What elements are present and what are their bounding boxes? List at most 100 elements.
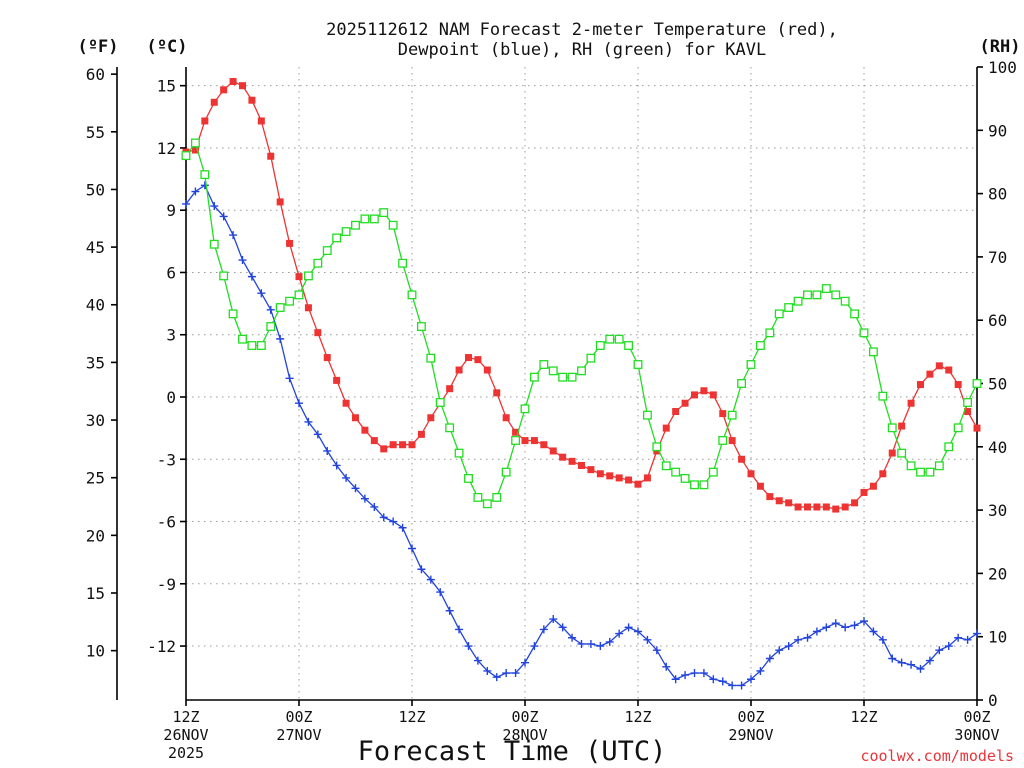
2-meter-temperature-point <box>719 410 727 418</box>
2-meter-temperature-point <box>879 470 887 478</box>
dewpoint-point <box>210 202 219 211</box>
dewpoint-point <box>426 575 435 584</box>
fahrenheit-tick-label: 60 <box>86 65 105 84</box>
rh-point <box>803 290 812 300</box>
dewpoint-point <box>605 637 614 646</box>
2-meter-temperature-point <box>493 389 501 397</box>
dewpoint-point <box>690 669 699 678</box>
rh-point <box>332 233 342 243</box>
2-meter-temperature-point <box>229 78 237 86</box>
time-tick-label: 27NOV <box>276 726 321 744</box>
2-meter-temperature-point <box>926 370 934 378</box>
rh-tick-label: 70 <box>988 248 1007 267</box>
rh-tick-label: 60 <box>988 311 1007 330</box>
dewpoint-point <box>238 256 247 265</box>
dewpoint-point <box>257 289 266 298</box>
2-meter-temperature-point <box>304 304 312 312</box>
2-meter-temperature-point <box>672 408 680 416</box>
rh-point <box>303 271 313 281</box>
2-meter-temperature-point <box>408 441 416 449</box>
dewpoint-point <box>530 642 539 651</box>
rh-point <box>256 341 266 350</box>
dewpoint-point <box>831 619 840 628</box>
fahrenheit-tick-label: 30 <box>86 411 105 430</box>
dewpoint-point <box>737 681 746 690</box>
dewpoint-point <box>266 305 275 314</box>
dewpoint-point <box>417 565 426 574</box>
rh-point <box>944 442 954 452</box>
2-meter-temperature-point <box>399 441 407 449</box>
2-meter-temperature-point <box>917 381 924 389</box>
dewpoint-point <box>229 231 238 240</box>
2-meter-temperature-point <box>314 329 322 337</box>
celsius-tick-label: 12 <box>157 139 176 158</box>
dewpoint-point <box>455 625 464 634</box>
celsius-tick-label: -6 <box>157 513 176 532</box>
2-meter-temperature-point <box>286 239 294 247</box>
dewpoint-point <box>765 654 774 663</box>
rh-series <box>181 138 982 509</box>
dewpoint-line <box>185 184 978 687</box>
time-tick-label: 2025 <box>168 744 204 762</box>
fahrenheit-tick-label: 25 <box>86 469 105 488</box>
2-meter-temperature-point <box>587 466 595 474</box>
2-meter-temperature-point <box>191 146 199 154</box>
fahrenheit-tick-label: 10 <box>86 642 105 661</box>
rh-point <box>605 334 615 344</box>
2-meter-temperature-point <box>709 391 717 399</box>
2-meter-temperature-point <box>370 437 378 445</box>
rh-point <box>247 341 257 350</box>
rh-point <box>464 473 473 483</box>
series-layer <box>181 78 982 690</box>
2-meter-temperature-point <box>446 385 454 393</box>
dewpoint-point <box>389 517 398 526</box>
2-meter-temperature-point <box>568 457 576 465</box>
2-meter-temperature-point <box>775 497 783 505</box>
rh-point <box>812 290 822 300</box>
2-meter-temperature-point <box>785 499 793 507</box>
2-meter-temperature-point <box>625 476 633 484</box>
dewpoint-point <box>747 675 755 684</box>
2-meter-temperature-point <box>530 437 538 445</box>
2-meter-temperature-line <box>185 80 978 510</box>
dewpoint-point <box>295 399 303 408</box>
dewpoint-point <box>408 544 416 553</box>
time-tick-label: 12Z <box>850 708 877 726</box>
celsius-tick-label: 9 <box>166 201 176 220</box>
dewpoint-point <box>907 660 916 669</box>
2-meter-temperature-point <box>606 472 614 480</box>
dewpoint-point <box>728 681 737 690</box>
dewpoint-point <box>681 671 690 680</box>
rh-point <box>426 353 436 363</box>
2-meter-temperature-point <box>267 152 275 160</box>
2-meter-temperature-point <box>201 117 209 125</box>
rh-point <box>755 341 765 350</box>
time-tick-label: 12Z <box>624 708 651 726</box>
dewpoint-point <box>860 617 868 626</box>
rh-point <box>925 467 935 477</box>
2-meter-temperature-point <box>813 503 821 511</box>
dewpoint-point <box>558 623 567 632</box>
dewpoint-point <box>398 523 407 532</box>
dewpoint-point <box>634 627 642 636</box>
time-tick-label: 00Z <box>285 708 312 726</box>
fahrenheit-tick-label: 45 <box>86 238 105 257</box>
time-tick-label: 28NOV <box>502 726 547 744</box>
rh-point <box>652 442 662 452</box>
2-meter-temperature-point <box>502 414 510 422</box>
dewpoint-point <box>379 513 388 522</box>
dewpoint-point <box>963 635 972 644</box>
dewpoint-point <box>473 656 482 665</box>
2-meter-temperature-point <box>210 98 218 106</box>
time-tick-label: 00Z <box>511 708 538 726</box>
fahrenheit-tick-label: 35 <box>86 353 105 372</box>
2-meter-temperature-point <box>323 354 331 362</box>
dewpoint-point <box>718 677 727 686</box>
dewpoint-point <box>671 675 680 684</box>
2-meter-temperature-point <box>973 424 981 432</box>
rh-point <box>868 347 878 357</box>
fahrenheit-tick-label: 15 <box>86 584 105 603</box>
dewpoint-point <box>878 635 887 644</box>
dewpoint-point <box>652 646 661 655</box>
